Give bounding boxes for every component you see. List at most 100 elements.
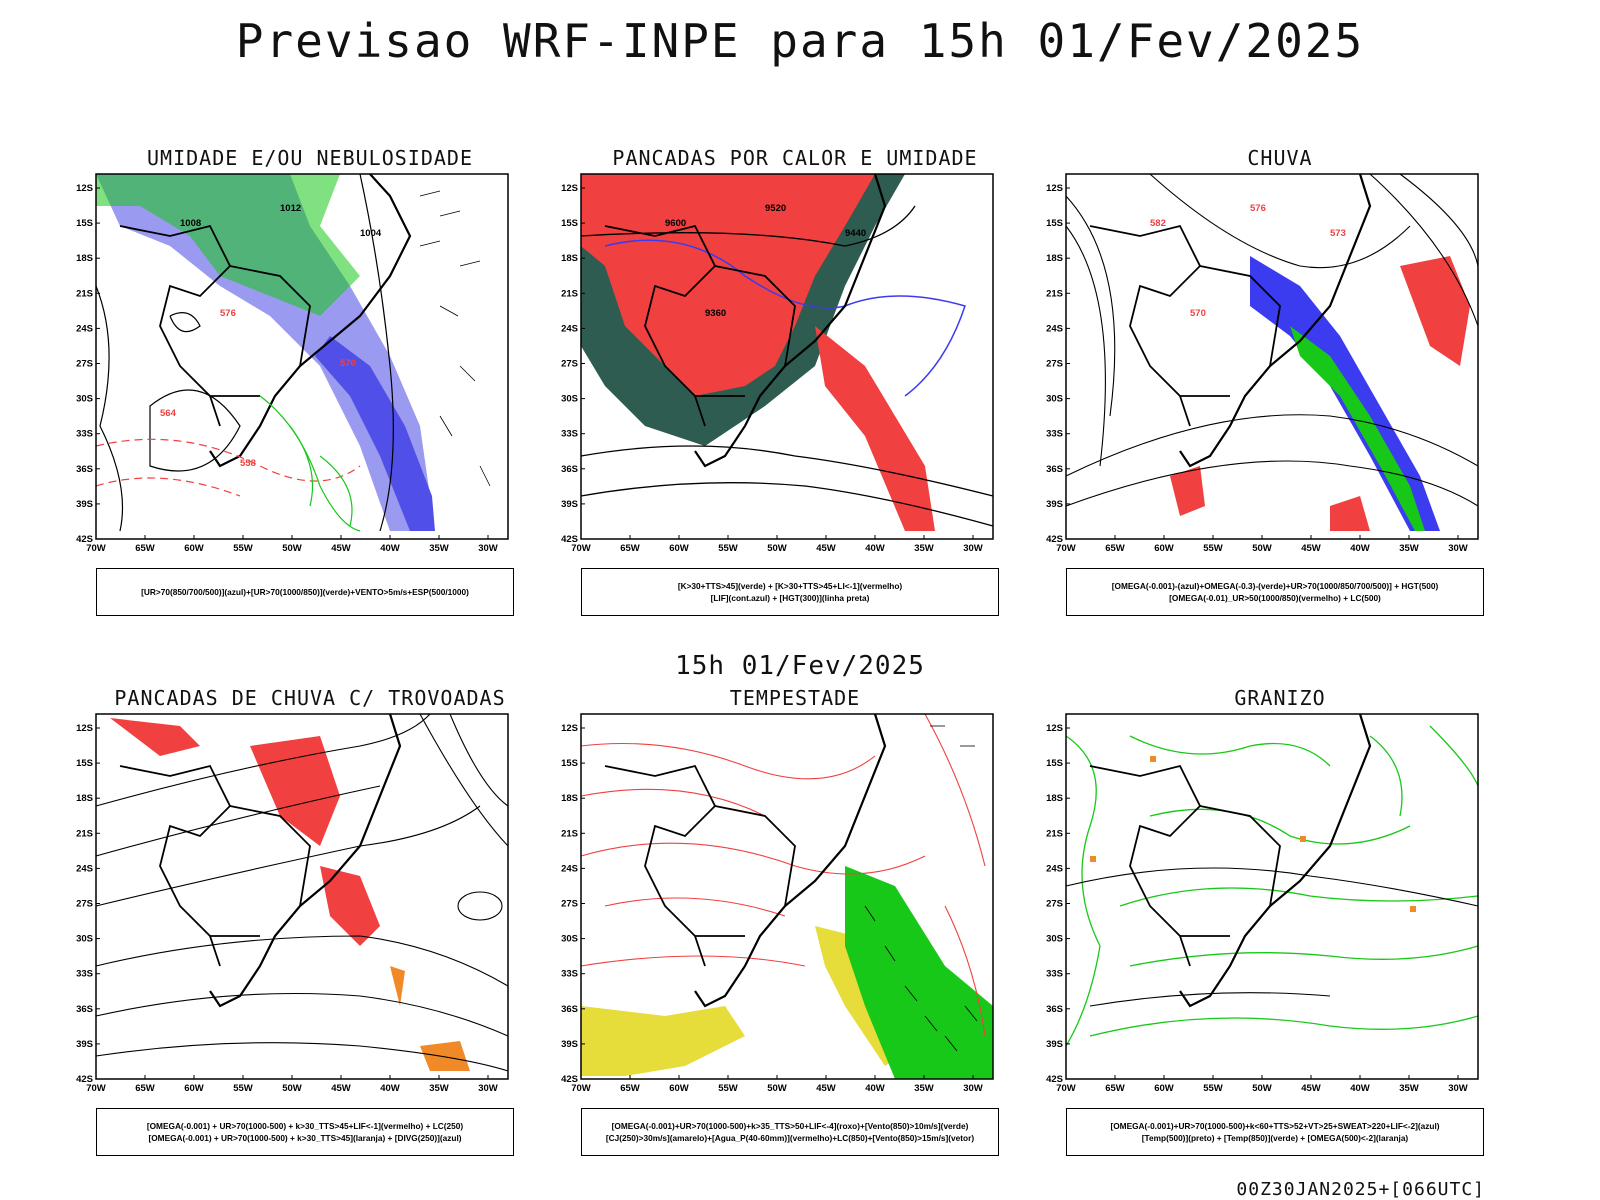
latitude-label: 21S <box>561 828 578 839</box>
contour-label: 570 <box>1190 308 1206 319</box>
map-frame <box>1065 173 1479 540</box>
latitude-labels: 12S 15S 18S 21S 24S 27S 30S 33S 36S 39S 42S <box>76 183 100 545</box>
longitude-label: 70W <box>1056 543 1076 554</box>
latitude-label: 42S <box>76 534 93 545</box>
map-frame <box>95 713 509 1080</box>
map-pancadas-calor: 12S 15S 18S 21S 24S 27S 30S 33S 36S 39S 42S 70W 65W… <box>561 173 994 554</box>
longitude-label: 45W <box>331 543 351 554</box>
longitude-label: 40W <box>380 543 400 554</box>
jet-yellow-region <box>581 926 915 1076</box>
latitude-label: 18S <box>76 793 93 804</box>
legend-box: [UR>70(850/700/500)](azul)+[UR>70(1000/8… <box>96 568 514 616</box>
humidity-green-region <box>96 174 360 316</box>
longitude-labels: 70W 65W 60W 55W 50W 45W 40W 35W 30W <box>571 1075 983 1094</box>
longitude-label: 45W <box>331 1083 351 1094</box>
longitude-label: 70W <box>86 543 106 554</box>
latitude-label: 12S <box>1046 723 1063 734</box>
longitude-label: 55W <box>1203 1083 1223 1094</box>
longitude-label: 45W <box>816 543 836 554</box>
longitude-label: 45W <box>1301 1083 1321 1094</box>
latitude-label: 15S <box>561 758 578 769</box>
latitude-label: 21S <box>1046 288 1063 299</box>
longitude-labels: 70W 65W 60W 55W 50W 45W 40W 35W 30W <box>86 535 498 554</box>
legend-line: [CJ(250)>30m/s](amarelo)+[Agua_P(40-60mm… <box>605 1133 975 1143</box>
map-frame <box>580 173 994 540</box>
longitude-label: 50W <box>767 543 787 554</box>
longitude-label: 55W <box>718 1083 738 1094</box>
contour-label: 9520 <box>765 203 786 214</box>
longitude-label: 30W <box>478 1083 498 1094</box>
latitude-label: 12S <box>76 723 93 734</box>
longitude-label: 70W <box>571 1083 591 1094</box>
contour-label: 564 <box>160 408 177 419</box>
panel-granizo: GRANIZO 12S 15S 18S 21S 24S 27S 30S 33S 36S 39S 42… <box>1030 686 1530 1166</box>
longitude-label: 65W <box>1105 1083 1125 1094</box>
longitude-label: 65W <box>620 543 640 554</box>
contour-label: 570 <box>340 358 356 369</box>
latitude-label: 39S <box>1046 499 1063 510</box>
longitude-label: 55W <box>233 543 253 554</box>
longitude-label: 35W <box>429 543 449 554</box>
longitude-label: 50W <box>282 1083 302 1094</box>
rain-green-band <box>1290 326 1425 531</box>
latitude-label: 33S <box>561 969 578 980</box>
panel-title: UMIDADE E/OU NEBULOSIDADE <box>146 146 474 170</box>
longitude-label: 70W <box>571 543 591 554</box>
longitude-label: 60W <box>184 1083 204 1094</box>
coastline <box>1179 713 1372 1008</box>
longitude-label: 55W <box>718 543 738 554</box>
longitude-label: 70W <box>1056 1083 1076 1094</box>
latitude-label: 24S <box>1046 863 1063 874</box>
thunder-red-patches <box>110 718 380 946</box>
panel-title: GRANIZO <box>1234 686 1326 710</box>
map-chuva: 12S 15S 18S 21S 24S 27S 30S 33S 36S 39S 42S 70W 65W… <box>1046 173 1479 554</box>
longitude-label: 40W <box>865 1083 885 1094</box>
map-umidade: 12S 15S 18S 21S 24S 27S 30S 33S 36S 39S 42S 70W 65W… <box>76 173 509 554</box>
latitude-label: 21S <box>1046 828 1063 839</box>
mid-forecast-time: 15h 01/Fev/2025 <box>675 651 925 681</box>
latitude-label: 36S <box>76 1004 93 1015</box>
legend-line: [OMEGA(-0.001) + UR>70(1000-500) + k>30_… <box>146 1121 464 1131</box>
panel-title: PANCADAS DE CHUVA C/ TROVOADAS <box>114 686 506 710</box>
panel-trovoadas: PANCADAS DE CHUVA C/ TROVOADAS 12S 15S 18S… <box>60 686 560 1166</box>
longitude-label: 35W <box>914 1083 934 1094</box>
legend-line: [OMEGA(-0.001) + UR>70(1000-500) + k>30_… <box>148 1133 462 1143</box>
latitude-label: 18S <box>76 253 93 264</box>
latitude-label: 27S <box>1046 899 1063 910</box>
longitude-label: 50W <box>767 1083 787 1094</box>
main-title: Previsao WRF-INPE para 15h 01/Fev/2025 <box>235 14 1365 68</box>
latitude-label: 18S <box>1046 793 1063 804</box>
latitude-label: 21S <box>76 288 93 299</box>
longitude-label: 55W <box>233 1083 253 1094</box>
longitude-label: 65W <box>620 1083 640 1094</box>
latitude-label: 39S <box>76 1039 93 1050</box>
contour-label: 1004 <box>360 228 382 239</box>
legend-line: [OMEGA(-0.01)_UR>50(1000/850)(vermelho) … <box>1169 593 1381 603</box>
rain-red-patches <box>1170 256 1470 531</box>
longitude-label: 30W <box>1448 543 1468 554</box>
latitude-label: 12S <box>561 723 578 734</box>
latitude-labels: 12S 15S 18S 21S 24S 27S 30S 33S 36S 39S 42S <box>1046 723 1070 1085</box>
country-borders <box>604 764 796 967</box>
contour-label: 1012 <box>280 203 301 214</box>
latitude-label: 24S <box>561 323 578 334</box>
longitude-label: 70W <box>86 1083 106 1094</box>
latitude-label: 36S <box>561 1004 578 1015</box>
longitude-label: 45W <box>816 1083 836 1094</box>
coastline <box>209 173 412 468</box>
panel-tempestade: TEMPESTADE 12S 15S 18S 21S 24S 27S 30S 33S 36S 39… <box>545 686 1045 1166</box>
latitude-labels: 12S 15S 18S 21S 24S 27S 30S 33S 36S 39S 42S <box>561 183 585 545</box>
panel-chuva: CHUVA 12S 15S 18S 21S 24S 27S 30S 33S 36S 39S 42S … <box>1030 146 1530 626</box>
latitude-label: 36S <box>561 464 578 475</box>
longitude-label: 35W <box>1399 543 1419 554</box>
map-granizo: 12S 15S 18S 21S 24S 27S 30S 33S 36S 39S 42S 70W 65W… <box>1046 713 1479 1094</box>
contour-label: 576 <box>1250 203 1266 214</box>
country-borders <box>1089 224 1281 427</box>
legend-line: [OMEGA(-0.001)+UR>70(1000-500)+k<60+TTS>… <box>1110 1121 1440 1131</box>
latitude-label: 18S <box>561 793 578 804</box>
latitude-label: 33S <box>1046 969 1063 980</box>
longitude-label: 60W <box>669 543 689 554</box>
latitude-label: 18S <box>1046 253 1063 264</box>
latitude-labels: 12S 15S 18S 21S 24S 27S 30S 33S 36S 39S 42S <box>561 723 585 1085</box>
latitude-label: 36S <box>1046 1004 1063 1015</box>
